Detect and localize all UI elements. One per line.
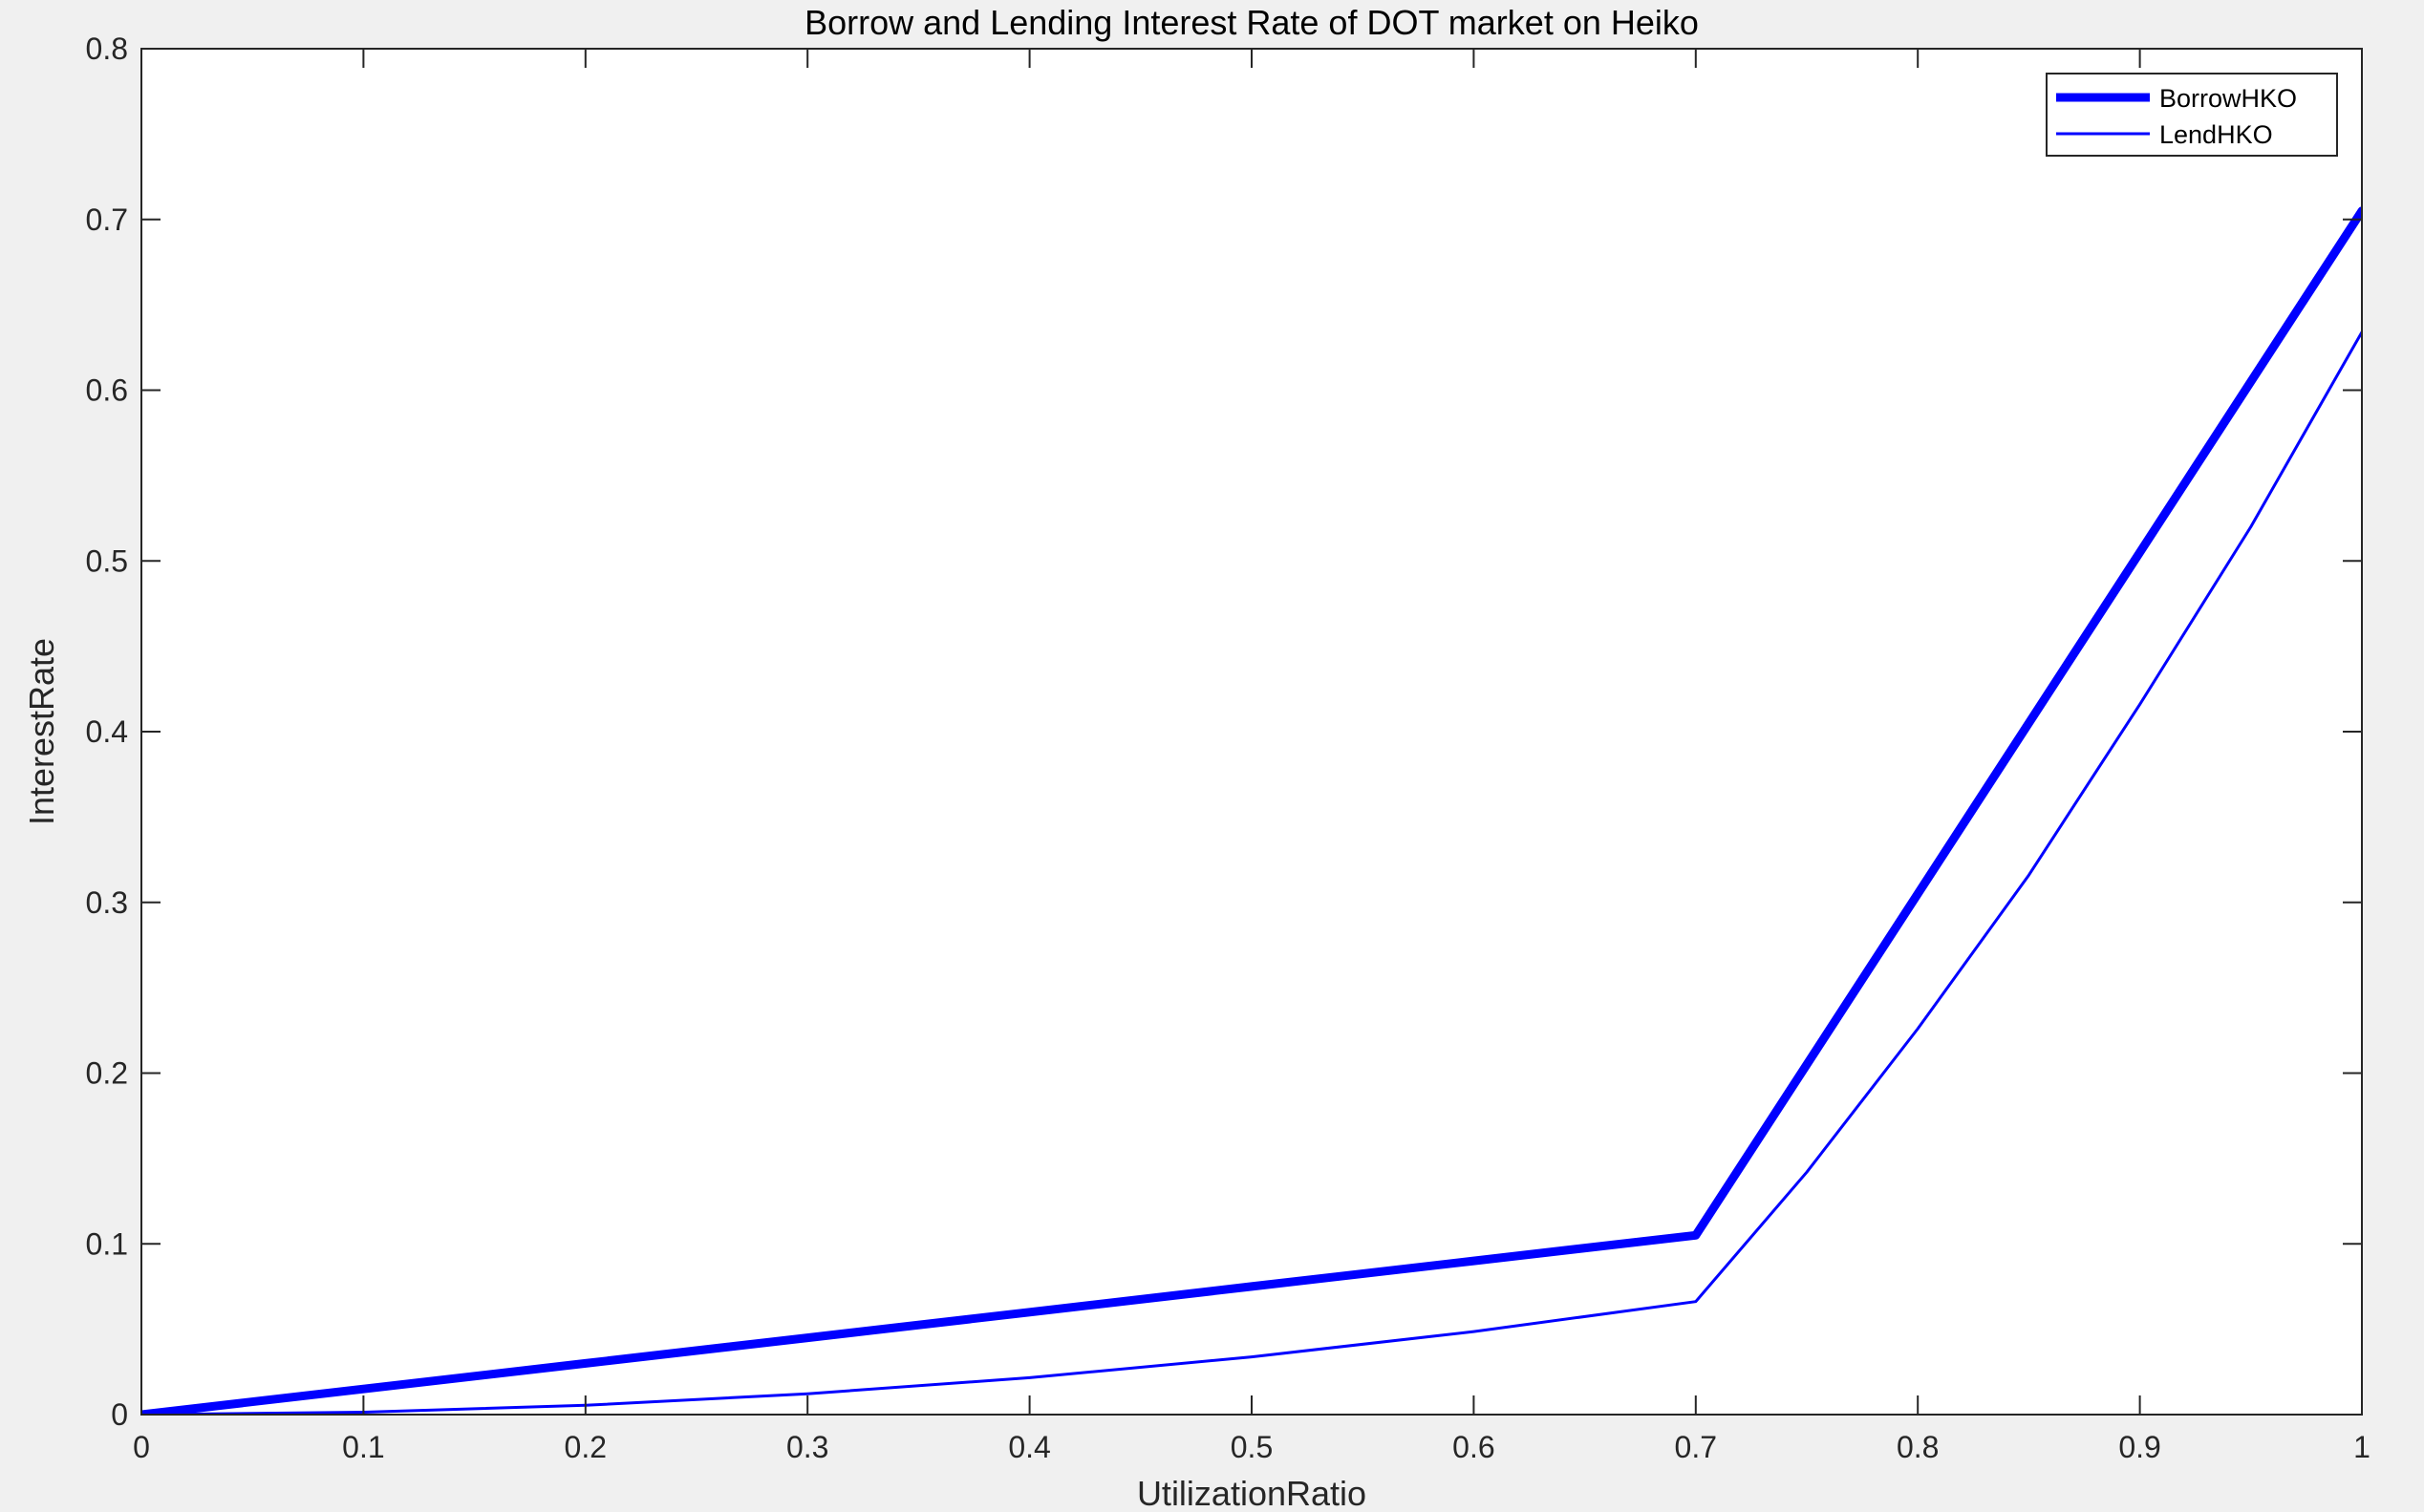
x-tick-label: 0.4: [1008, 1430, 1050, 1464]
y-tick-label: 0.2: [86, 1056, 128, 1091]
legend-box: [2046, 73, 2338, 157]
legend-label: BorrowHKO: [2159, 84, 2297, 113]
chart-title: Borrow and Lending Interest Rate of DOT …: [804, 3, 1699, 42]
y-tick-label: 0.4: [86, 714, 128, 749]
series-line-lendhko: [141, 330, 2362, 1415]
series-layer: [141, 206, 2362, 1415]
x-tick-label: 0.1: [342, 1430, 384, 1464]
plot-area: [141, 49, 2362, 1415]
y-tick-label: 0.1: [86, 1226, 128, 1261]
y-tick-label: 0: [111, 1397, 128, 1432]
x-tick-label: 0.7: [1675, 1430, 1717, 1464]
x-tick-label: 0: [133, 1430, 150, 1464]
x-tick-label: 0.3: [786, 1430, 828, 1464]
x-tick-label: 0.5: [1231, 1430, 1273, 1464]
y-tick-label: 0.5: [86, 543, 128, 578]
x-tick-label: 0.8: [1897, 1430, 1939, 1464]
y-tick-label: 0.8: [86, 32, 128, 66]
y-tick-label: 0.6: [86, 373, 128, 408]
legend: BorrowHKO LendHKO: [2046, 73, 2338, 157]
x-axis-title: UtilizationRatio: [1137, 1474, 1366, 1507]
y-tick-label: 0.7: [86, 202, 128, 237]
y-tick-label: 0.3: [86, 885, 128, 920]
x-tick-label: 1: [2353, 1430, 2370, 1464]
legend-label: LendHKO: [2159, 120, 2273, 149]
x-tick-label: 0.6: [1452, 1430, 1494, 1464]
x-tick-label: 0.2: [565, 1430, 607, 1464]
tick-layer: 0 0.1 0.2 0.3 0.4 0.5 0.6 0.7 0.8 0.9 1 0 0.1 0.2 0.3 0…: [86, 32, 2370, 1464]
series-line-borrowhko: [141, 206, 2362, 1415]
x-tick-label: 0.9: [2118, 1430, 2160, 1464]
y-axis-title: InterestRate: [22, 638, 61, 825]
